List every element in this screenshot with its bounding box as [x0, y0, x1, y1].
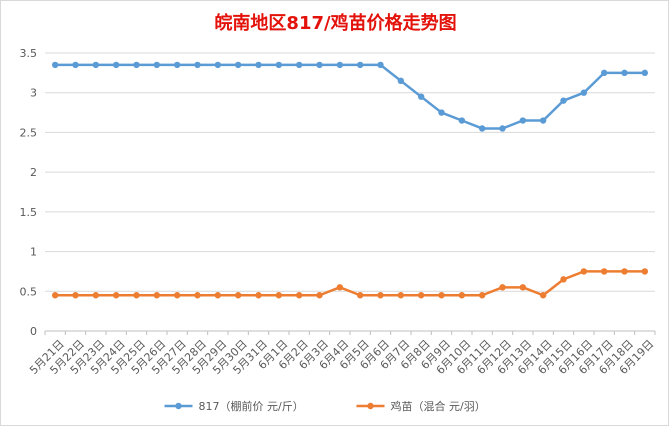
data-point — [214, 292, 222, 299]
data-point — [499, 125, 506, 132]
data-point — [417, 93, 425, 100]
y-tick-label: 1.5 — [20, 206, 38, 219]
data-point — [316, 292, 323, 299]
data-point — [580, 268, 588, 275]
legend-label-1: 817（棚前价 元/斤） — [199, 399, 304, 413]
data-point — [194, 61, 201, 69]
data-point — [519, 117, 527, 124]
data-point — [417, 292, 425, 299]
data-point — [112, 292, 120, 299]
y-tick-label: 2 — [30, 166, 37, 179]
data-point — [194, 292, 201, 299]
data-point — [153, 292, 161, 299]
data-point — [499, 284, 506, 291]
data-point — [580, 89, 588, 96]
data-point — [72, 292, 79, 299]
data-point — [133, 61, 140, 69]
data-point — [173, 292, 181, 299]
data-point — [72, 61, 79, 69]
data-point — [336, 61, 344, 69]
data-point — [397, 77, 405, 85]
series-line-2 — [55, 270, 645, 297]
data-point — [641, 268, 649, 275]
data-point — [295, 292, 303, 299]
legend-label-2: 鸡苗（混合 元/羽） — [391, 399, 486, 413]
y-tick-label: 0 — [30, 325, 37, 338]
data-point — [234, 61, 242, 69]
data-point — [560, 276, 567, 283]
data-point — [478, 125, 486, 132]
data-point — [356, 292, 364, 299]
data-point — [336, 284, 344, 291]
data-point — [133, 292, 140, 299]
data-point — [377, 292, 384, 299]
data-point — [458, 117, 466, 124]
y-tick-label: 3 — [30, 87, 37, 100]
data-point — [600, 69, 608, 77]
data-point — [173, 61, 181, 69]
data-point — [153, 61, 161, 69]
data-point — [255, 61, 262, 69]
data-point — [539, 117, 547, 124]
data-point — [295, 61, 303, 69]
data-point — [377, 61, 384, 69]
data-point — [92, 292, 100, 299]
data-point — [255, 292, 262, 299]
data-point — [316, 61, 323, 69]
legend-marker-2 — [367, 402, 374, 410]
y-tick-label: 0.5 — [20, 285, 38, 298]
legend-marker-1 — [175, 402, 182, 410]
data-point — [641, 69, 649, 77]
data-point — [438, 292, 445, 299]
data-point — [621, 69, 628, 77]
data-point — [539, 292, 547, 299]
data-point — [621, 268, 628, 275]
y-tick-label: 2.5 — [20, 126, 38, 139]
series-line-1 — [55, 63, 645, 130]
data-point — [438, 109, 445, 116]
data-point — [275, 292, 283, 299]
chart-title: 皖南地区817/鸡苗价格走势图 — [214, 13, 457, 34]
data-point — [356, 61, 364, 69]
data-point — [51, 61, 59, 69]
y-tick-label: 3.5 — [20, 47, 38, 60]
data-point — [600, 268, 608, 275]
data-point — [458, 292, 466, 299]
data-point — [275, 61, 283, 69]
y-tick-label: 1 — [30, 246, 37, 259]
data-point — [560, 97, 567, 104]
data-point — [214, 61, 222, 69]
data-point — [51, 292, 59, 299]
data-point — [397, 292, 405, 299]
data-point — [234, 292, 242, 299]
data-point — [519, 284, 527, 291]
data-point — [478, 292, 486, 299]
data-point — [112, 61, 120, 69]
data-point — [92, 61, 100, 69]
